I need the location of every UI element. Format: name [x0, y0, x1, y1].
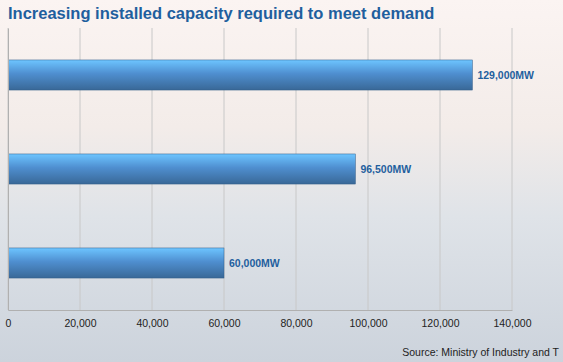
background [0, 0, 563, 362]
x-tick-label: 40,000 [136, 317, 168, 329]
x-tick: 120,000 [422, 310, 460, 329]
x-tick-label: 0 [6, 317, 12, 329]
x-axis: 0 20,000 40,000 60,000 80,000 100,000 120,000 1… [6, 310, 532, 329]
grid [8, 28, 512, 310]
x-tick: 60,000 [208, 310, 240, 329]
x-axis-line [9, 310, 513, 311]
y-axis-line [8, 29, 9, 311]
x-tick: 80,000 [280, 310, 312, 329]
source: Source: Ministry of Industry and T [402, 346, 559, 358]
x-tick-label: 100,000 [350, 317, 388, 329]
bar [8, 248, 224, 278]
grid-line [8, 28, 9, 310]
x-tick: 100,000 [350, 310, 388, 329]
title: Increasing installed capacity required t… [8, 4, 434, 22]
x-tick-label: 60,000 [208, 317, 240, 329]
x-tick: 20,000 [64, 310, 96, 329]
chart: Increasing installed capacity required t… [0, 0, 563, 362]
x-tick: 40,000 [136, 310, 168, 329]
x-tick-label: 20,000 [64, 317, 96, 329]
x-tick-label: 140,000 [494, 317, 532, 329]
data-label: 96,500MW [360, 163, 411, 175]
bar [8, 154, 355, 184]
bar [8, 60, 472, 90]
x-tick-label: 80,000 [280, 317, 312, 329]
x-tick-label: 120,000 [422, 317, 460, 329]
y-axis [8, 29, 10, 311]
data-label: 60,000MW [229, 257, 280, 269]
data-labels: 129,000MW 96,500MW 60,000MW [229, 69, 534, 269]
x-tick: 140,000 [494, 310, 532, 329]
data-label: 129,000MW [477, 69, 534, 81]
x-tick: 0 [6, 310, 12, 329]
bars [8, 60, 472, 278]
